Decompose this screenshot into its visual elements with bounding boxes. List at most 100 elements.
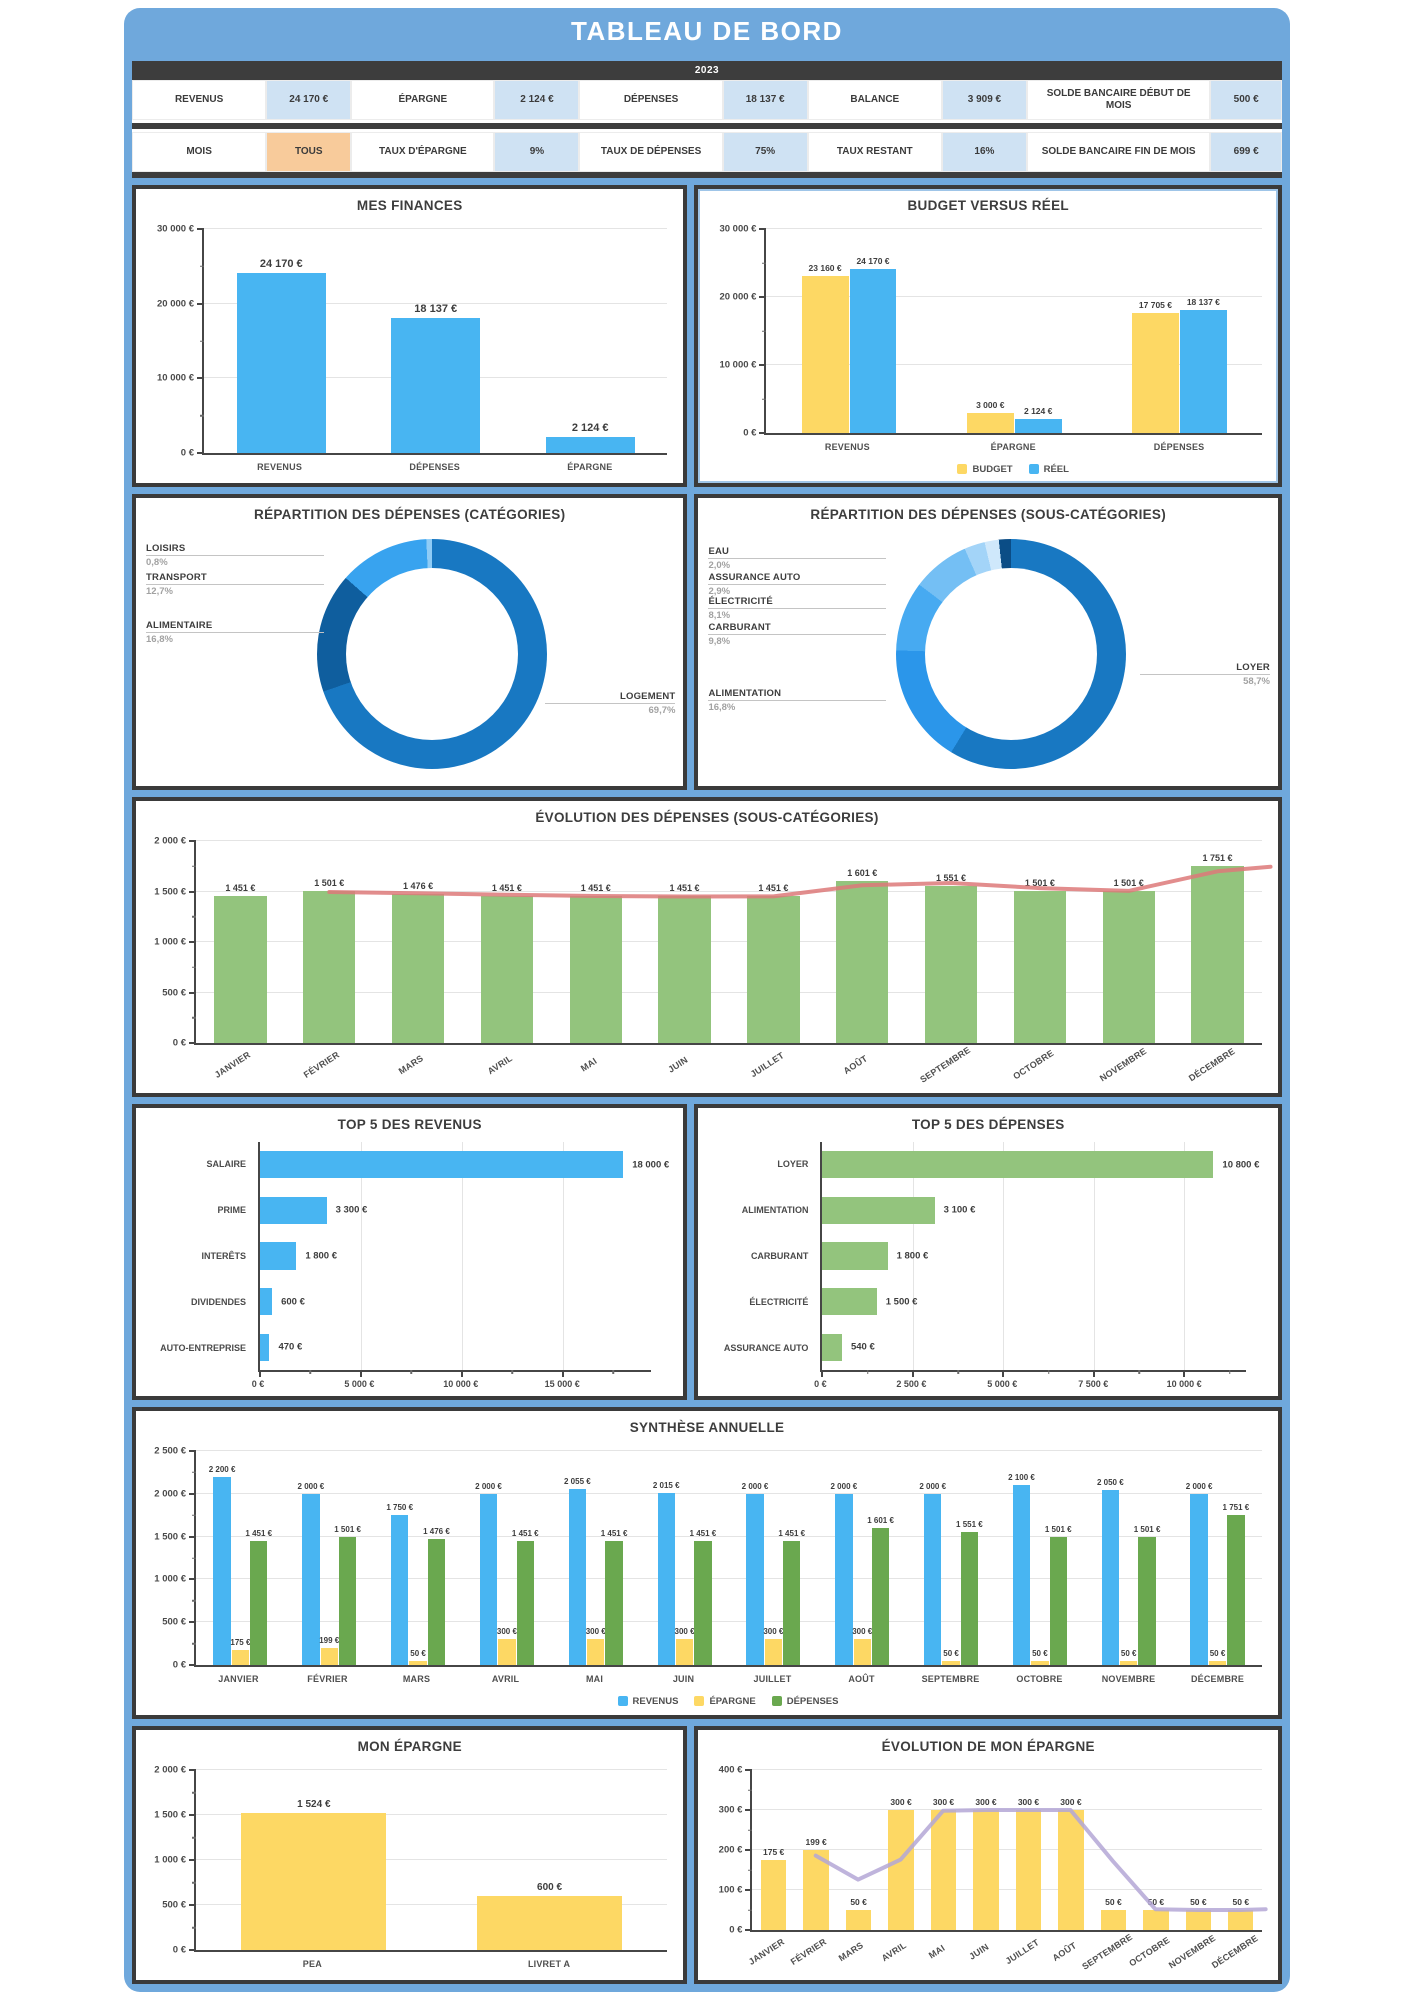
axis-minor-tick xyxy=(762,330,767,332)
category-column: 3 000 € 2 124 € xyxy=(932,229,1097,433)
bar xyxy=(694,1540,712,1665)
category-column: 1 750 € 50 € 1 476 € xyxy=(374,1451,463,1665)
category-label: ASSURANCE AUTO xyxy=(723,1343,809,1354)
bar-slot: 1 524 € xyxy=(241,1770,387,1950)
x-slot: JUIN xyxy=(639,1667,728,1691)
bar xyxy=(1049,1536,1067,1665)
axis-tick xyxy=(189,1535,196,1538)
axis-minor-tick xyxy=(866,1370,869,1374)
legend-item: DÉPENSES xyxy=(771,1696,838,1707)
bar xyxy=(747,896,800,1043)
stat-label: MOIS xyxy=(132,132,267,172)
bar-value-label: 50 € xyxy=(1120,1648,1137,1658)
x-axis-label: DÉCEMBRE xyxy=(1209,1933,1260,1971)
bar-value-label: 600 € xyxy=(281,1296,305,1308)
axis-minor-tick xyxy=(1047,1370,1050,1374)
panel-mes-finances: MES FINANCES 0 € 10 000 € 20 000 € 30 000 €… xyxy=(132,185,688,487)
x-axis-label: OCTOBRE xyxy=(1011,1047,1056,1082)
category-column: 50 € xyxy=(837,1770,879,1930)
axis-minor-tick xyxy=(192,1600,196,1602)
slice-name: ASSURANCE AUTO xyxy=(708,572,887,586)
bar-value-label: 23 160 € xyxy=(808,262,842,273)
month-filter-value[interactable]: TOUS xyxy=(266,132,352,172)
bar xyxy=(1132,312,1179,433)
bars: 1 524 € 600 € xyxy=(196,1770,667,1950)
slice-label: ALIMENTAIRE 16,8% xyxy=(146,620,324,645)
category-column: 600 € xyxy=(432,1770,668,1950)
bar-value-label: 1 501 € xyxy=(334,1524,361,1534)
axis-minor-tick xyxy=(192,1791,196,1794)
chart-title: TOP 5 DES REVENUS xyxy=(337,1117,482,1132)
axis-minor-tick xyxy=(192,1514,196,1516)
chart-repartition-categories: LOISIRS 0,8% TRANSPORT 12,7% ALIMENTAIRE 16,8… xyxy=(136,522,683,786)
axis-tick xyxy=(197,377,204,380)
bar-slot: 1 451 € xyxy=(214,841,267,1043)
x-slot: OCTOBRE xyxy=(995,1667,1084,1691)
bars: 2 200 € 175 € 1 451 € 2 000 € 199 € 1 501 € 1 … xyxy=(196,1451,1262,1665)
chart-title: MON ÉPARGNE xyxy=(357,1739,462,1754)
bar xyxy=(1179,309,1227,433)
row-epargne: MON ÉPARGNE 0 € 500 € 1 000 € 1 500 € 2 000 … xyxy=(132,1726,1282,1984)
category-column: 17 705 € 18 137 € xyxy=(1097,229,1262,433)
category-column: 199 € xyxy=(795,1770,837,1930)
bar-slot: 2 200 € xyxy=(209,1451,235,1665)
bar-group: 300 € xyxy=(973,1770,999,1930)
bar-slot: 1 551 € xyxy=(956,1451,983,1665)
category-column: 24 170 € xyxy=(204,229,358,453)
x-slot: DÉCEMBRE xyxy=(1210,1932,1262,1976)
x-slot: DÉPENSES xyxy=(1096,435,1262,459)
bar-slot: 1 601 € xyxy=(867,1451,894,1665)
axis-minor-tick xyxy=(192,1642,196,1645)
bar-group: 2 000 € 300 € 1 451 € xyxy=(742,1451,805,1665)
bar-value-label: 2 200 € xyxy=(208,1464,236,1474)
chart-evolution-depenses: 0 € 500 € 1 000 € 1 500 € 2 000 € 1 451 € 1 50… xyxy=(136,825,1278,1093)
gridline xyxy=(196,1859,668,1860)
x-axis-label: OCTOBRE xyxy=(1016,1674,1063,1684)
y-axis-label: 20 000 € xyxy=(157,298,194,310)
bar-group: 1 451 € xyxy=(658,841,711,1043)
bar-value-label: 2 000 € xyxy=(830,1481,858,1491)
axis-tick xyxy=(759,228,767,230)
bar xyxy=(303,891,356,1043)
bar-slot: 1 451 € xyxy=(569,841,622,1043)
category-column: 2 200 € 175 € 1 451 € xyxy=(196,1451,285,1665)
axis-tick xyxy=(189,1450,196,1452)
x-axis-label: 0 € xyxy=(251,1379,265,1389)
chart-title: RÉPARTITION DES DÉPENSES (SOUS-CATÉGORIE… xyxy=(810,507,1167,522)
bar-slot: 1 451 € xyxy=(658,841,711,1043)
bar-value-label: 1 551 € xyxy=(936,873,967,884)
x-axis-label: JANVIER xyxy=(213,1049,253,1080)
x-axis-label: JANVIER xyxy=(218,1674,259,1684)
slice-percent: 9,8% xyxy=(708,636,731,648)
bar-slot: 1 501 € xyxy=(334,1451,361,1665)
bar xyxy=(213,1476,231,1665)
x-slot: JANVIER xyxy=(746,1932,793,1976)
h-chart-body: LOYER ALIMENTATION CARBURANT ÉLECTRICITÉ ASS… xyxy=(708,1142,1259,1377)
slice-name: LOISIRS xyxy=(146,543,324,557)
bar-value-label: 1 451 € xyxy=(491,883,522,894)
gridline xyxy=(196,1621,1262,1623)
bar-slot: 1 551 € xyxy=(924,841,978,1043)
legend-label: ÉPARGNE xyxy=(709,1695,756,1707)
bar xyxy=(479,1493,498,1665)
x-slot: ÉPARGNE xyxy=(512,455,667,479)
category-label: PRIME xyxy=(217,1205,246,1216)
bar-value-label: 10 800 € xyxy=(1222,1159,1260,1171)
bar-value-label: 300 € xyxy=(932,1797,955,1807)
bar-slot: 199 € xyxy=(803,1770,829,1930)
bar-slot: 50 € xyxy=(1120,1451,1138,1665)
bar-value-label: 1 501 € xyxy=(1113,878,1144,889)
bar xyxy=(260,1151,624,1179)
bar xyxy=(320,1647,338,1665)
plot-area: 0 € 500 € 1 000 € 1 500 € 2 000 € 1 451 € 1 50… xyxy=(154,836,1262,1049)
x-axis-label: 5 000 € xyxy=(987,1379,1018,1389)
x-slot: FÉVRIER xyxy=(283,1667,372,1691)
x-axis-label: AVRIL xyxy=(491,1674,520,1684)
legend: REVENUS ÉPARGNE DÉPENSES xyxy=(194,1691,1262,1711)
bar-value-label: 3 100 € xyxy=(943,1204,976,1216)
bar-slot: 2 124 € xyxy=(545,229,635,453)
category-column: 2 050 € 50 € 1 501 € xyxy=(1084,1451,1173,1665)
bar-slot: 300 € xyxy=(888,1770,914,1930)
legend-label: BUDGET xyxy=(972,463,1013,475)
bar-slot: 175 € xyxy=(761,1770,787,1930)
